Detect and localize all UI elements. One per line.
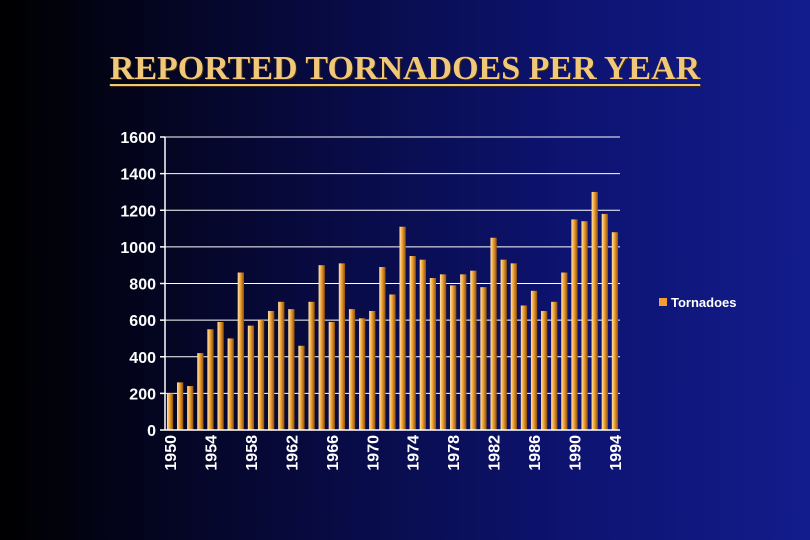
y-tick-label-1600: 1600 — [120, 130, 156, 147]
bar-1982 — [490, 237, 497, 430]
bar-1980 — [470, 270, 477, 430]
bar-1957 — [237, 272, 244, 430]
bar-1991 — [581, 221, 588, 430]
bar-1952 — [187, 386, 194, 430]
x-tick-label-1982: 1982 — [487, 435, 504, 471]
x-axis-tick-labels: 1950 1954 1958 1962 1966 1970 1974 1978 1982 1986… — [163, 435, 625, 471]
bar-1963 — [298, 345, 305, 430]
bar-1961 — [278, 301, 285, 430]
y-tick-label-1000: 1000 — [120, 240, 156, 257]
bar-1964 — [308, 301, 315, 430]
y-tick-label-800: 800 — [129, 277, 156, 294]
axes — [160, 136, 620, 431]
legend-label-tornadoes: Tornadoes — [671, 295, 737, 310]
bar-1951 — [177, 382, 184, 430]
x-tick-label-1966: 1966 — [325, 435, 342, 471]
bar-1973 — [399, 226, 406, 430]
bar-1975 — [419, 259, 426, 430]
bar-1958 — [247, 325, 255, 430]
bar-1976 — [429, 278, 437, 430]
bar-1979 — [460, 274, 467, 430]
bar-1978 — [450, 285, 457, 430]
legend: Tornadoes — [659, 295, 737, 310]
y-tick-label-0: 0 — [147, 423, 156, 440]
bar-1968 — [348, 309, 356, 430]
x-tick-label-1958: 1958 — [244, 435, 261, 471]
bar-1994 — [611, 232, 619, 430]
y-axis-tick-labels: 0 200 400 600 800 1000 1200 1400 1600 — [120, 130, 156, 440]
bar-1969 — [359, 318, 366, 430]
bar-1959 — [257, 320, 265, 430]
bar-series-tornadoes — [166, 191, 619, 430]
y-tick-label-1200: 1200 — [120, 203, 156, 220]
y-tick-label-1400: 1400 — [120, 167, 156, 184]
bar-1981 — [480, 287, 487, 430]
bar-1986 — [530, 290, 538, 430]
bar-1956 — [227, 338, 234, 430]
bar-1989 — [561, 272, 568, 430]
bar-1967 — [338, 263, 346, 430]
bar-1960 — [268, 310, 275, 430]
bar-1966 — [328, 321, 335, 430]
bar-1970 — [369, 310, 376, 430]
bar-1971 — [379, 267, 386, 430]
chart-title: REPORTED TORNADOES PER YEAR — [109, 50, 701, 87]
x-tick-label-1986: 1986 — [527, 435, 544, 471]
bar-1992 — [591, 191, 598, 430]
x-tick-label-1954: 1954 — [204, 435, 221, 471]
bar-1974 — [409, 256, 416, 430]
legend-swatch-tornadoes — [659, 298, 667, 306]
x-tick-label-1978: 1978 — [446, 435, 463, 471]
x-tick-label-1990: 1990 — [568, 435, 585, 471]
x-tick-label-1970: 1970 — [365, 435, 382, 471]
x-tick-label-1994: 1994 — [608, 435, 625, 471]
x-tick-label-1974: 1974 — [406, 435, 423, 471]
x-tick-label-1950: 1950 — [163, 435, 180, 471]
y-tick-label-600: 600 — [129, 313, 156, 330]
bar-1993 — [601, 213, 608, 430]
bar-1965 — [318, 265, 325, 430]
bar-1983 — [500, 259, 507, 430]
bar-1990 — [571, 219, 578, 430]
bar-1954 — [207, 329, 214, 430]
x-tick-label-1962: 1962 — [284, 435, 301, 471]
bar-1984 — [510, 263, 517, 430]
bar-1950 — [166, 393, 174, 430]
bar-1985 — [520, 305, 528, 430]
bar-1988 — [551, 301, 558, 430]
bar-1972 — [389, 294, 396, 430]
bar-1955 — [217, 321, 224, 430]
bar-1953 — [197, 353, 204, 430]
bar-1987 — [541, 310, 548, 430]
y-tick-label-400: 400 — [129, 350, 156, 367]
bar-1977 — [439, 274, 447, 430]
y-tick-label-200: 200 — [129, 386, 156, 403]
bar-1962 — [288, 309, 295, 430]
